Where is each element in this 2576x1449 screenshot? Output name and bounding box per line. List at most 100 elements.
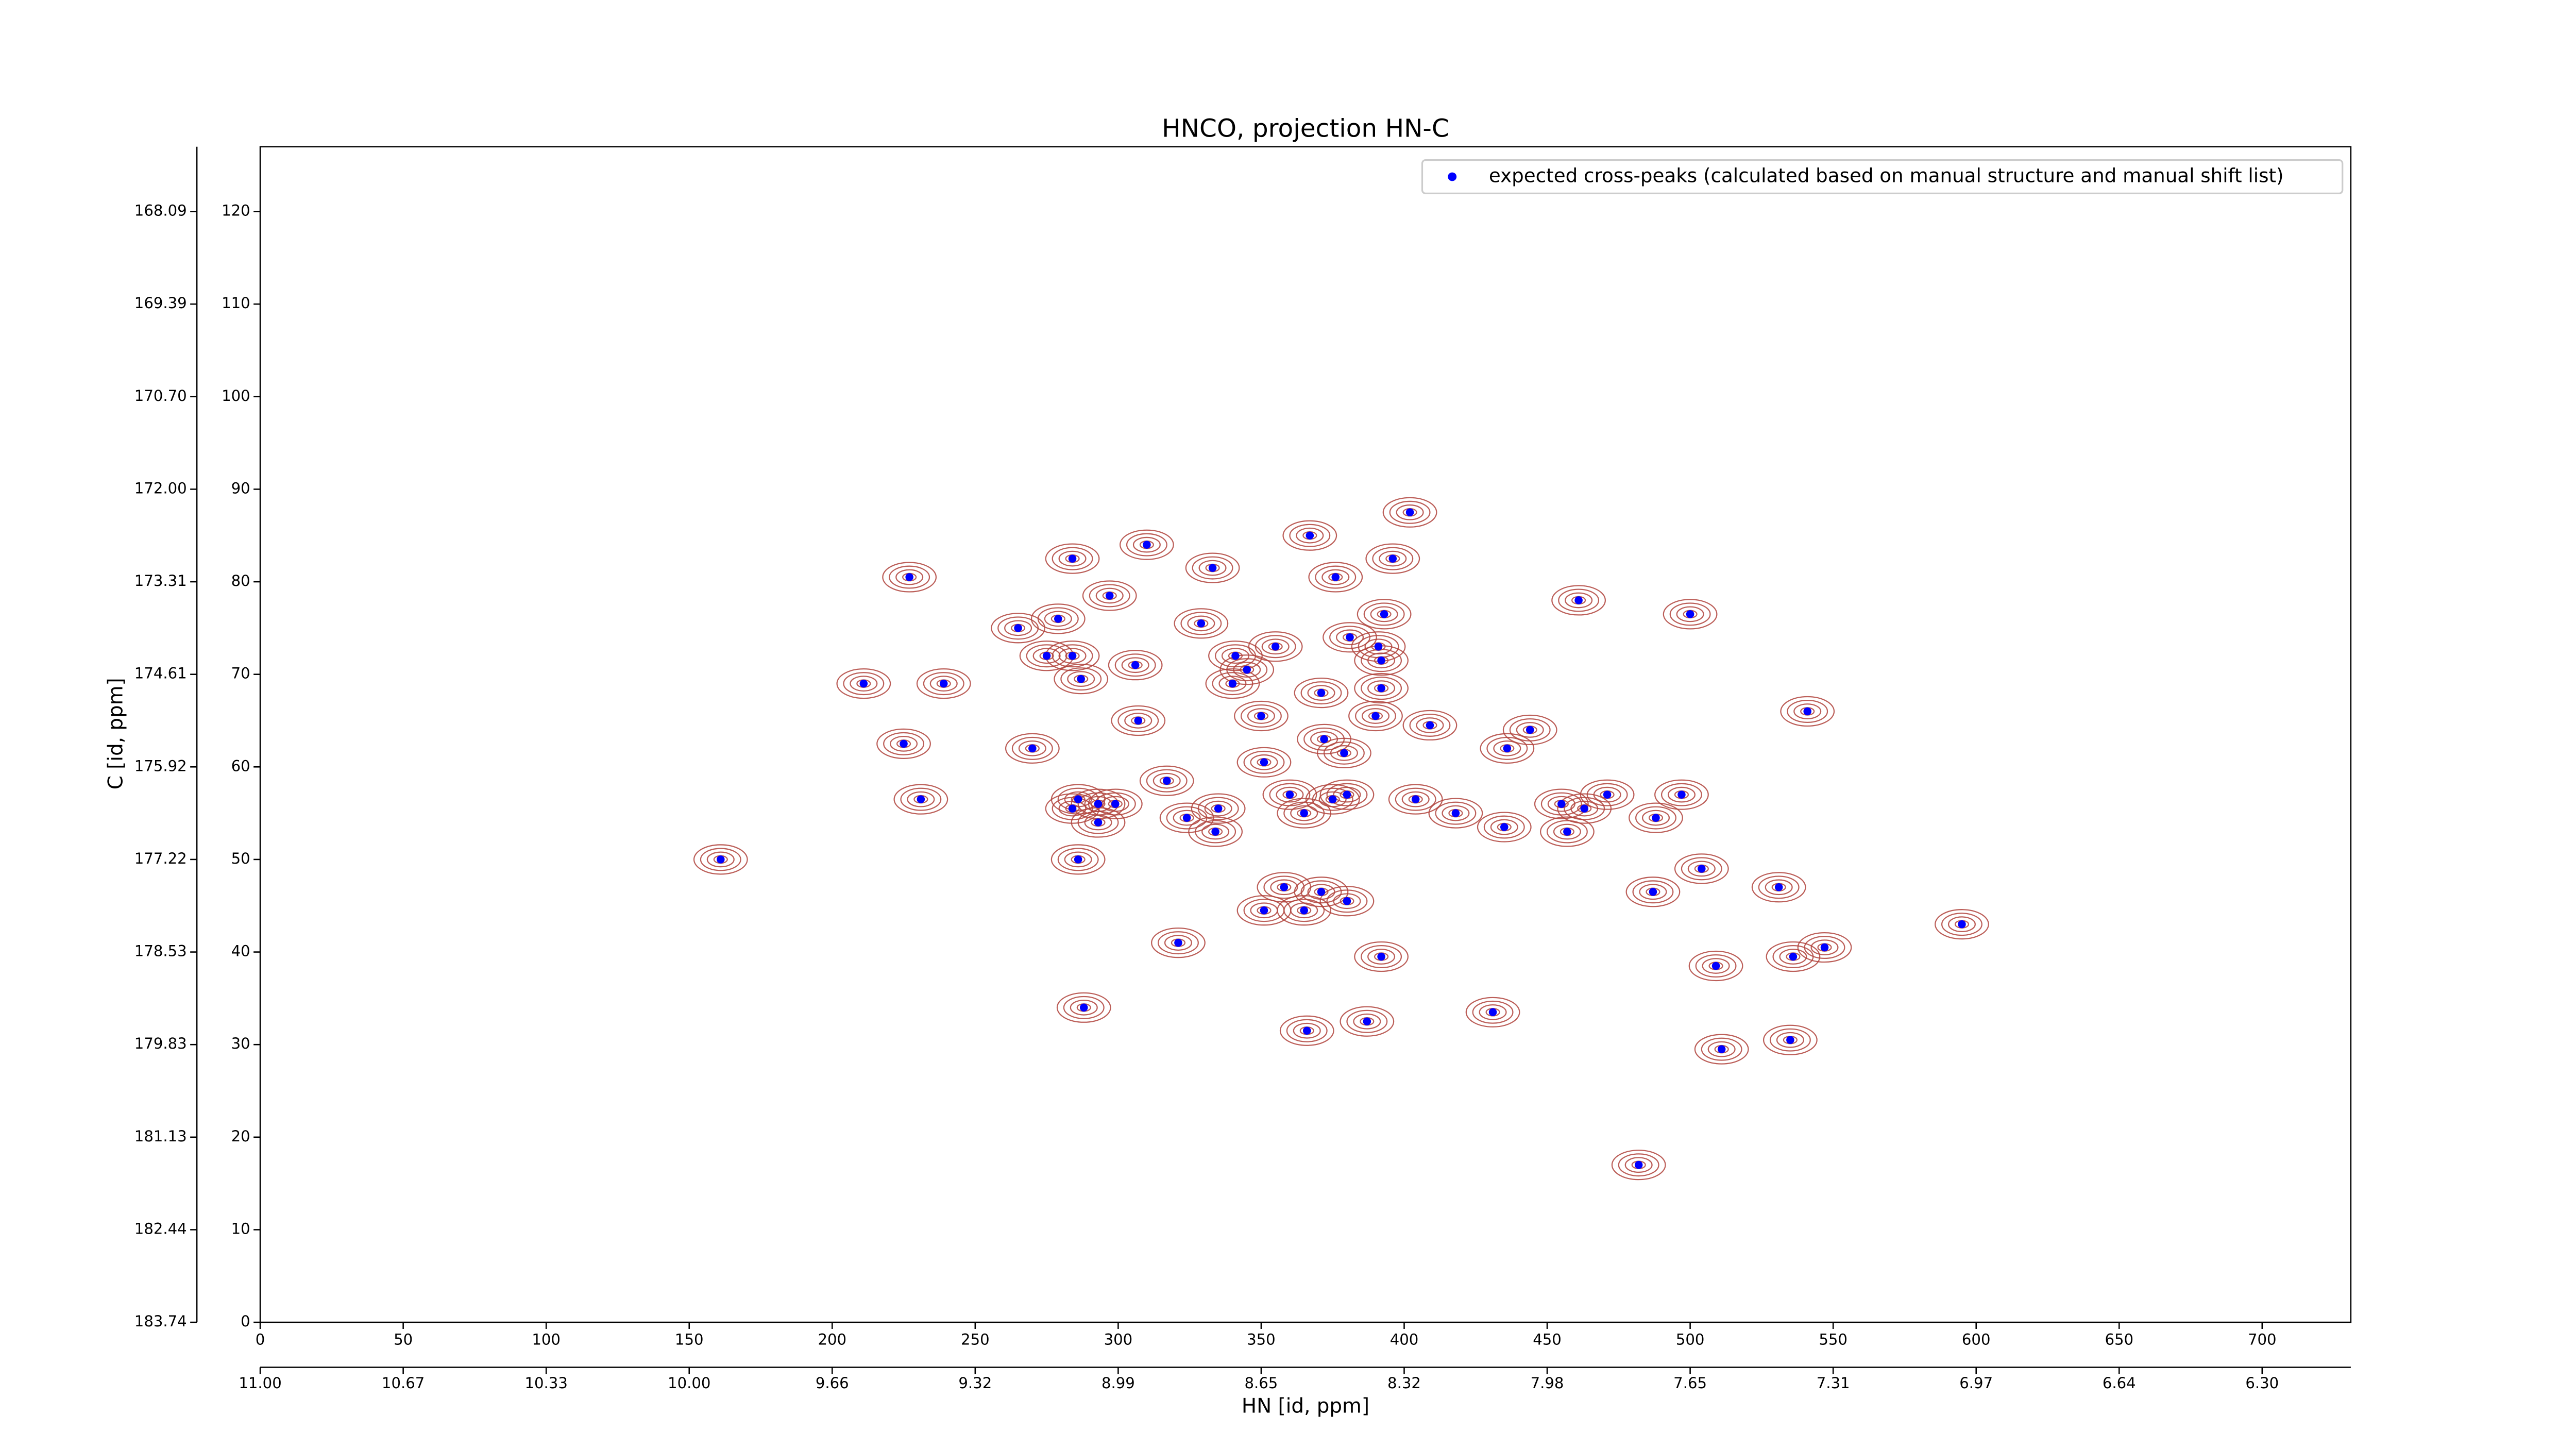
x-tick-label: 400	[1390, 1331, 1419, 1349]
peak-contour	[1050, 844, 1106, 875]
peak-contour	[1044, 611, 1072, 627]
cross-peak	[1231, 651, 1240, 660]
peak-contour	[1289, 524, 1331, 547]
peak-contour	[1269, 783, 1311, 806]
peak-contour	[1367, 949, 1396, 965]
peak-contour	[1121, 657, 1149, 673]
peak-contour	[1667, 786, 1696, 803]
peak-contour	[1516, 722, 1544, 738]
cross-peak	[1300, 809, 1308, 817]
peak-contour	[1126, 533, 1167, 557]
cross-peak	[1377, 684, 1385, 693]
cross-peak	[1280, 883, 1289, 891]
x-tick-label: 100	[532, 1331, 561, 1349]
peak-contour	[1282, 520, 1337, 551]
peak-contour	[1354, 672, 1409, 704]
peak-contour	[1279, 1015, 1334, 1046]
x-axis-label: HN [id, ppm]	[1242, 1395, 1369, 1418]
x-ppm-tick-label: 9.66	[816, 1374, 849, 1392]
peak-contour	[1947, 916, 1976, 933]
peak-contour	[1694, 1034, 1749, 1065]
cross-peak	[917, 795, 925, 803]
peak-contour	[1779, 949, 1807, 965]
y-tick-label: 110	[222, 294, 250, 312]
peak-contour	[1935, 909, 1989, 940]
peak-contour	[1052, 547, 1093, 570]
peak-contour	[1294, 677, 1349, 709]
peak-contour	[1361, 649, 1402, 672]
cross-peak	[1028, 744, 1037, 753]
peak-contour	[1564, 797, 1605, 820]
peak-contour	[1372, 547, 1414, 570]
peak-contour	[1164, 935, 1192, 951]
peak-contour	[850, 676, 878, 692]
peak-contour	[1502, 714, 1557, 746]
peak-contour	[1221, 648, 1249, 664]
axes: 0 50 100 150 200 250 300 350 400 450 500 550 600 650 7…	[134, 146, 2352, 1392]
cross-peak	[1271, 643, 1280, 651]
cross-peak	[1343, 790, 1351, 799]
peak-contour	[1355, 704, 1396, 728]
peak-contour	[1442, 805, 1470, 821]
cross-peak	[1371, 712, 1380, 720]
cross-peak	[1211, 828, 1219, 836]
y-tick-label: 50	[231, 850, 250, 867]
peak-contour	[895, 569, 924, 585]
peak-contour	[1765, 879, 1793, 896]
cross-peak	[1105, 592, 1114, 600]
peak-contour	[1114, 653, 1156, 677]
peak-contour	[1586, 783, 1628, 806]
peak-contour	[1479, 1004, 1507, 1020]
peak-contour	[991, 613, 1046, 644]
peak-contour	[890, 736, 918, 752]
cross-peak	[1557, 800, 1566, 808]
peak-contour	[1063, 996, 1105, 1019]
peak-contour	[1283, 899, 1325, 922]
y-tick-label: 40	[231, 942, 250, 960]
peak-contour	[1300, 880, 1342, 904]
legend-label: expected cross-peaks (calculated based o…	[1489, 164, 2284, 187]
y-ppm-tick-label: 178.53	[134, 942, 187, 960]
peak-contour	[1262, 779, 1317, 810]
cross-peak	[1563, 828, 1571, 836]
peak-contour	[1240, 704, 1282, 728]
peak-contour	[1197, 797, 1239, 820]
x-ppm-tick-label: 6.64	[2103, 1374, 2136, 1392]
chart-title: HNCO, projection HN-C	[1162, 114, 1449, 143]
peak-contour	[1191, 793, 1246, 824]
y-ppm-tick-label: 168.09	[134, 202, 187, 220]
peak-contour	[1204, 800, 1232, 817]
peak-contour	[1365, 543, 1420, 574]
peak-contour	[1593, 786, 1621, 803]
peak-contour	[1769, 1028, 1811, 1052]
peak-contour	[1401, 791, 1430, 807]
cross-peak	[1068, 804, 1077, 813]
peak-contour	[1159, 802, 1214, 833]
peak-contour	[1218, 676, 1247, 692]
cross-peak	[859, 679, 868, 688]
peak-contour	[916, 668, 971, 699]
x-ppm-tick-label: 7.98	[1531, 1374, 1564, 1392]
y-ppm-tick-label: 173.31	[134, 572, 187, 589]
peak-contour	[1635, 806, 1676, 830]
cross-peak	[1634, 1160, 1643, 1169]
cross-peak	[1131, 661, 1140, 669]
cross-peak	[1317, 688, 1326, 697]
peak-contour	[1340, 1006, 1395, 1037]
y-ppm-tick-label: 182.44	[134, 1220, 187, 1237]
y-ppm-tick-label: 172.00	[134, 479, 187, 497]
peak-contour	[1011, 736, 1053, 760]
y-ppm-tick-label: 183.74	[134, 1312, 187, 1330]
peak-contour	[1333, 893, 1361, 909]
cross-peak	[1074, 795, 1082, 803]
cross-peak	[1426, 721, 1434, 730]
peak-contour	[843, 672, 885, 696]
peak-contour	[1353, 1013, 1381, 1030]
peak-contour	[900, 787, 942, 811]
peak-contour	[1539, 816, 1595, 847]
peak-contour	[1286, 1019, 1328, 1042]
cross-peak	[1317, 888, 1326, 896]
cross-peak	[1094, 800, 1103, 808]
x-tick-label: 350	[1247, 1331, 1276, 1349]
